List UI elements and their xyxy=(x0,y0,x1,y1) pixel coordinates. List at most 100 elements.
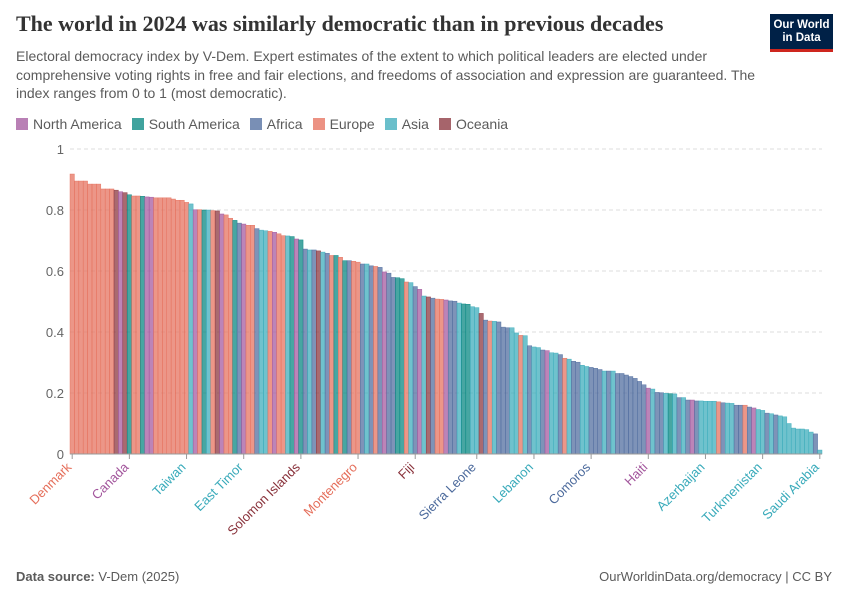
bar xyxy=(324,253,330,455)
bar xyxy=(78,180,84,455)
legend-item[interactable]: Europe xyxy=(312,116,375,132)
bar xyxy=(817,449,823,455)
bar xyxy=(166,197,172,455)
bar xyxy=(672,393,678,455)
owid-logo[interactable]: Our World in Data xyxy=(770,14,833,52)
bar xyxy=(188,203,194,455)
bar xyxy=(148,196,154,455)
legend-item[interactable]: Oceania xyxy=(438,116,508,132)
bar xyxy=(619,373,625,455)
bar xyxy=(751,407,757,455)
legend-swatch xyxy=(312,118,325,130)
bar xyxy=(478,313,484,455)
legend-item[interactable]: Africa xyxy=(249,116,303,132)
bar xyxy=(434,298,440,455)
bar xyxy=(641,384,647,455)
legend-label: Asia xyxy=(401,116,429,132)
bar xyxy=(505,327,511,455)
bar xyxy=(676,397,682,455)
bar xyxy=(637,381,642,455)
bar xyxy=(623,374,629,455)
bar xyxy=(456,302,462,455)
legend-swatch xyxy=(249,118,262,130)
bar xyxy=(395,277,401,455)
bar xyxy=(491,321,497,455)
bar xyxy=(694,400,700,455)
bar xyxy=(254,228,260,455)
bar xyxy=(219,213,225,455)
y-tick-label: 0.6 xyxy=(46,264,64,279)
data-source-link[interactable]: V-Dem (2025) xyxy=(98,569,180,584)
bar xyxy=(381,271,387,455)
bar xyxy=(272,232,277,455)
bar xyxy=(122,192,128,455)
bar xyxy=(522,335,528,455)
x-tick-label: East Timor xyxy=(191,459,246,514)
bar xyxy=(746,406,752,455)
bar xyxy=(135,195,141,455)
legend-item[interactable]: South America xyxy=(131,116,240,132)
x-tick-label: Canada xyxy=(89,459,132,502)
bar xyxy=(170,198,176,455)
x-tick-label: Saudi Arabia xyxy=(759,459,822,522)
legend-item[interactable]: Asia xyxy=(384,116,429,132)
legend-item[interactable]: North America xyxy=(16,116,122,132)
bar xyxy=(808,431,814,455)
bar xyxy=(285,235,291,455)
bar xyxy=(439,299,445,455)
bar xyxy=(197,209,203,455)
x-tick-label: Denmark xyxy=(26,459,74,507)
bar xyxy=(518,335,524,455)
bar xyxy=(294,238,299,455)
bar xyxy=(733,404,739,455)
bar xyxy=(483,319,489,455)
bar xyxy=(755,409,761,455)
bar xyxy=(812,433,818,455)
bar xyxy=(346,260,352,455)
bar xyxy=(544,350,550,455)
bar xyxy=(469,306,475,455)
license-link[interactable]: OurWorldinData.org/democracy | CC BY xyxy=(599,569,832,584)
bar xyxy=(289,236,295,455)
bar xyxy=(500,326,506,455)
bar xyxy=(509,327,515,455)
bar xyxy=(593,368,598,455)
x-tick-label: Sierra Leone xyxy=(416,460,479,523)
bar xyxy=(773,414,779,455)
bar xyxy=(610,370,616,455)
bar xyxy=(535,347,541,455)
bar xyxy=(597,369,603,455)
bar xyxy=(430,297,436,455)
chart-subtitle: Electoral democracy index by V-Dem. Expe… xyxy=(16,48,756,101)
bar xyxy=(549,352,554,455)
bar xyxy=(184,202,189,455)
bar xyxy=(162,197,167,455)
bar xyxy=(342,260,348,455)
bar xyxy=(223,214,229,455)
bar xyxy=(632,378,638,455)
bar xyxy=(742,404,748,455)
bar xyxy=(241,223,247,455)
bar xyxy=(681,397,686,455)
legend-label: Europe xyxy=(329,116,375,132)
bar xyxy=(96,183,102,455)
legend-swatch xyxy=(384,118,397,130)
x-tick-label: Azerbaijan xyxy=(654,460,708,514)
bar xyxy=(768,413,774,455)
bar xyxy=(452,300,458,455)
bar xyxy=(74,180,80,455)
bar xyxy=(368,265,374,455)
bar xyxy=(790,427,796,455)
bar xyxy=(201,209,207,455)
bar xyxy=(760,410,766,455)
bar xyxy=(720,402,726,455)
bar xyxy=(373,266,379,455)
y-tick-label: 0.4 xyxy=(46,325,64,340)
y-tick-label: 1 xyxy=(57,142,64,157)
legend-swatch xyxy=(131,118,144,130)
bar xyxy=(263,230,269,455)
bar xyxy=(465,303,471,455)
bar xyxy=(447,300,453,455)
bar xyxy=(663,393,669,455)
bar xyxy=(175,199,181,455)
